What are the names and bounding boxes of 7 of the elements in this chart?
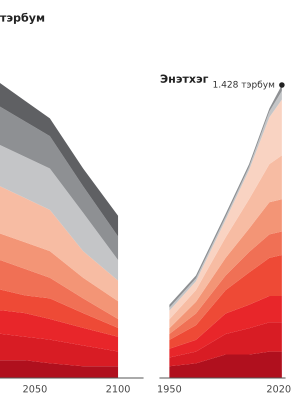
x-tick-label: 1950 (158, 385, 182, 392)
chart-title: тэрбум (0, 12, 44, 24)
x-tick-label: 2050 (23, 385, 47, 392)
x-tick-label: 2020 (267, 385, 290, 392)
chart-title: Энэтхэг (160, 74, 208, 83)
annotation: 1.428 тэрбум (214, 80, 274, 90)
x-tick-label: 2100 (106, 385, 130, 392)
